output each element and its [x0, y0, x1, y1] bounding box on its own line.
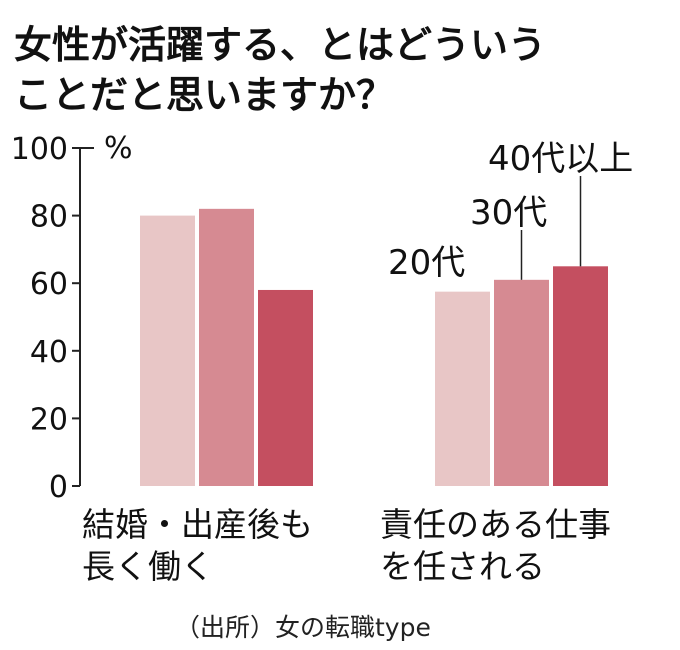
bar-1-series-2 [199, 208, 254, 486]
y-tick-label-40: 40 [30, 335, 68, 370]
y-tick-label-100: 100 [11, 132, 68, 167]
category-1-line-1: 結婚・出産後も [82, 505, 313, 544]
title-line-1: 女性が活躍する、とはどういう [14, 23, 546, 67]
series-label-3: 40代以上 [488, 139, 633, 179]
source-note: （出所）女の転職type [175, 613, 431, 642]
category-2-line-2: を任される [380, 547, 545, 586]
title-line-2: ことだと思いますか？ [14, 73, 394, 117]
bar-1-series-1 [140, 215, 195, 486]
y-tick-label-60: 60 [30, 267, 68, 302]
bar-2-series-3 [553, 266, 608, 486]
y-axis-unit: % [104, 131, 133, 166]
y-axis: 0 20 40 60 80 100 [11, 132, 94, 505]
category-2-line-1: 責任のある仕事 [380, 505, 611, 544]
y-tick-label-80: 80 [30, 200, 68, 235]
series-label-2: 30代 [470, 193, 547, 233]
bars [140, 208, 608, 486]
chart-title: 女性が活躍する、とはどういう ことだと思いますか？ [14, 23, 546, 117]
bar-2-series-1 [435, 291, 490, 486]
series-label-1: 20代 [388, 243, 465, 283]
y-tick-label-20: 20 [30, 402, 68, 437]
bar-1-series-3 [258, 289, 313, 486]
category-1-line-2: 長く働く [82, 547, 214, 586]
y-tick-label-0: 0 [49, 470, 68, 505]
bar-2-series-2 [494, 279, 549, 486]
